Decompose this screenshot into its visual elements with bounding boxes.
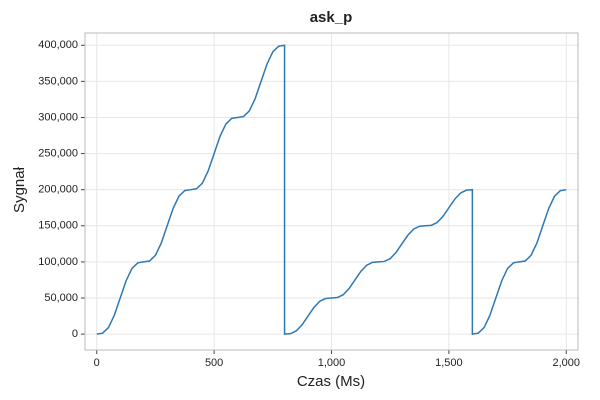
x-tick-label: 500 (205, 357, 223, 369)
x-tick-label: 2,000 (552, 357, 580, 369)
y-tick-label: 0 (72, 328, 78, 340)
y-tick-label: 200,000 (38, 184, 78, 196)
y-axis-label: Sygnał (11, 166, 28, 213)
y-tick-label: 100,000 (38, 256, 78, 268)
y-tick-label: 50,000 (44, 292, 78, 304)
x-axis-label: Czas (Ms) (297, 373, 365, 390)
x-tick-label: 1,500 (435, 357, 463, 369)
x-tick-label: 0 (94, 357, 100, 369)
y-tick-label: 150,000 (38, 220, 78, 232)
y-tick-label: 300,000 (38, 111, 78, 123)
y-tick-label: 350,000 (38, 75, 78, 87)
y-tick-label: 250,000 (38, 147, 78, 159)
data-line (96, 44, 567, 335)
chart-title: ask_p (310, 9, 353, 26)
plot-frame (84, 32, 579, 351)
y-tick-label: 400,000 (38, 39, 78, 51)
x-tick-label: 1,000 (318, 357, 346, 369)
